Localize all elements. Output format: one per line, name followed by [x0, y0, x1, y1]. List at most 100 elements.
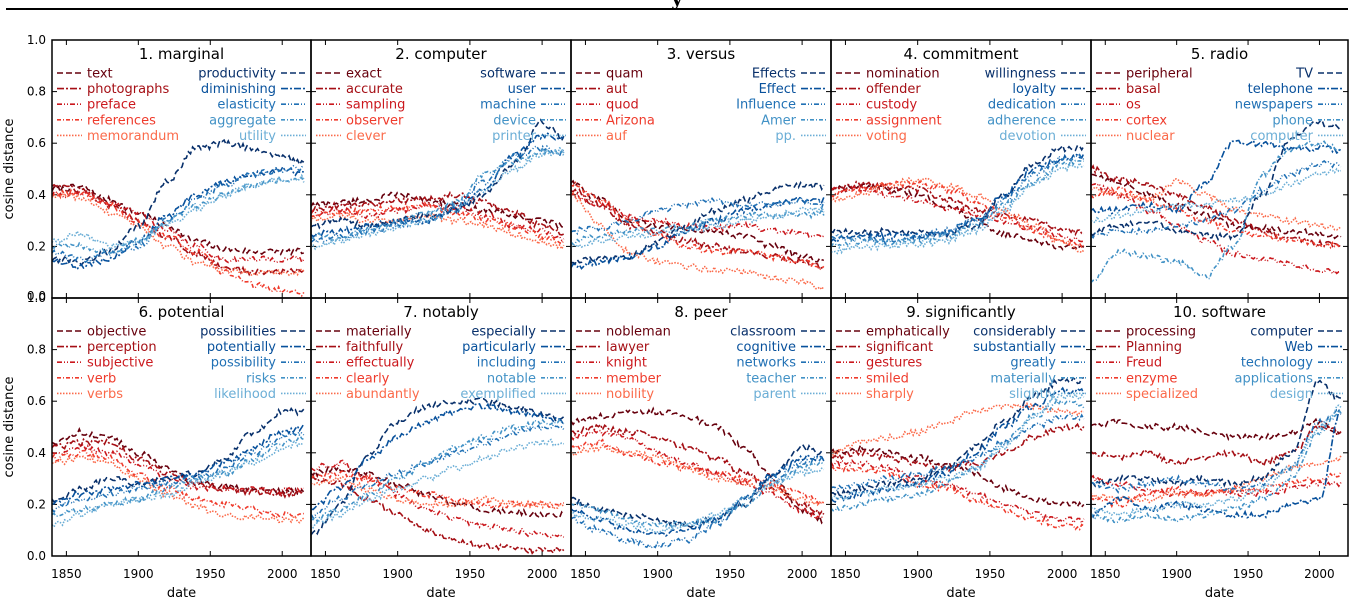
series-line-tv — [1091, 119, 1342, 242]
panel-title: 7. notably — [403, 303, 479, 321]
legend-label: Amer — [761, 113, 797, 128]
legend-label: quod — [606, 98, 639, 113]
legend-label: particularly — [462, 340, 536, 355]
x-tick-label: 2000 — [1304, 567, 1335, 581]
legend-label: Effects — [752, 67, 796, 82]
series-line-utility — [52, 173, 305, 251]
series-line-accurate — [311, 190, 565, 236]
series-line-networks — [571, 455, 825, 550]
x-tick-label: 1950 — [455, 567, 486, 581]
legend-label: teacher — [746, 371, 796, 386]
series-line-text — [52, 183, 304, 257]
figure-caption: y — [0, 0, 1354, 10]
legend-label: Web — [1285, 340, 1313, 355]
legend-label: significant — [866, 340, 933, 355]
legend-label: nomination — [866, 67, 940, 82]
legend-label: materially — [990, 371, 1056, 386]
series-group — [571, 179, 825, 291]
x-tick-label: 1900 — [382, 567, 413, 581]
chart-panel: 9. significantlyemphaticallysignificantg… — [830, 297, 1092, 557]
series-line-applications — [1091, 408, 1342, 524]
series-line-member — [571, 438, 825, 506]
legend-label: nobleman — [606, 325, 671, 340]
series-line-emphatically — [831, 443, 1085, 509]
series-group — [311, 118, 565, 251]
y-tick-label: 0.4 — [27, 188, 46, 202]
legend-label: newspapers — [1235, 98, 1313, 113]
panel-title: 6. potential — [139, 303, 225, 321]
legend-label: considerably — [973, 325, 1056, 340]
series-line-clearly — [311, 469, 564, 509]
legend-label: verb — [87, 371, 116, 386]
legend-label: accurate — [346, 82, 403, 97]
x-tick-label: 1950 — [1233, 567, 1264, 581]
series-line-cortex — [1091, 186, 1342, 250]
legend-label: sharply — [866, 387, 914, 402]
series-line-devotion — [831, 161, 1085, 255]
series-line-newspapers — [1091, 159, 1342, 239]
legend-label: risks — [246, 371, 276, 386]
legend-label: photographs — [87, 82, 170, 97]
legend-label: nuclear — [1126, 129, 1175, 144]
panel-title: 5. radio — [1191, 45, 1248, 63]
legend-label: smiled — [866, 371, 909, 386]
legend-label: clearly — [346, 371, 390, 386]
legend-label: especially — [471, 325, 536, 340]
series-line-clever — [311, 211, 565, 251]
series-line-sampling — [311, 201, 565, 242]
y-tick-label: 0.0 — [27, 549, 46, 563]
legend-label: Arizona — [606, 113, 655, 128]
legend-label: notable — [487, 371, 536, 386]
series-line-risks — [52, 433, 305, 518]
legend-label: exact — [346, 67, 382, 82]
series-group — [831, 143, 1085, 255]
series-line-os — [1091, 182, 1341, 275]
series-line-knight — [571, 429, 825, 522]
series-line-processing — [1091, 417, 1342, 442]
legend-label: parent — [753, 387, 796, 402]
series-line-likelihood — [52, 441, 304, 529]
legend-label: faithfully — [346, 340, 404, 355]
series-line-printer — [311, 146, 565, 251]
x-tick-label: 1850 — [51, 567, 82, 581]
legend-label: subjective — [87, 356, 153, 371]
chart-panel: 10. software processingPlanningFreudenzym… — [1090, 297, 1349, 557]
x-tick-label: 1900 — [123, 567, 154, 581]
series-line-computer — [1091, 379, 1342, 488]
y-tick-label: 1.0 — [27, 291, 46, 305]
series-line-slightly — [831, 393, 1085, 502]
series-line-planning — [1091, 424, 1342, 469]
series-line-particularly — [311, 402, 565, 511]
series-line-abundantly — [311, 475, 565, 511]
legend-label: knight — [606, 356, 647, 371]
y-tick-label: 0.8 — [27, 343, 46, 357]
legend-label: clever — [346, 129, 386, 144]
legend-label: custody — [866, 98, 917, 113]
series-group — [571, 406, 825, 550]
legend-label: elasticity — [217, 98, 276, 113]
series-line-exact — [311, 191, 564, 230]
series-line-notable — [311, 418, 565, 524]
legend-label: user — [508, 82, 537, 97]
x-tick-label: 1900 — [1161, 567, 1192, 581]
legend-label: Effect — [759, 82, 796, 97]
chart-panel: 7. notably materiallyfaithfullyeffectuall… — [310, 297, 572, 557]
x-tick-label: 1900 — [642, 567, 673, 581]
legend-label: exemplified — [460, 387, 536, 402]
series-line-significant — [831, 422, 1085, 473]
series-line-possibility — [52, 431, 305, 514]
series-line-offender — [831, 180, 1084, 237]
x-axis-label: date — [686, 586, 715, 600]
series-line-user — [311, 132, 565, 238]
x-tick-label: 1950 — [715, 567, 746, 581]
legend-label: computer — [1250, 129, 1313, 144]
series-line-web — [1091, 409, 1342, 519]
series-line-effects — [571, 180, 825, 265]
series-line-materially — [831, 398, 1085, 512]
series-line-preface — [52, 190, 305, 264]
x-tick-label: 1900 — [902, 567, 933, 581]
legend-label: nobility — [606, 387, 654, 402]
legend-label: computer — [1250, 325, 1313, 340]
series-line-aut — [571, 187, 824, 271]
legend-label: lawyer — [606, 340, 650, 355]
